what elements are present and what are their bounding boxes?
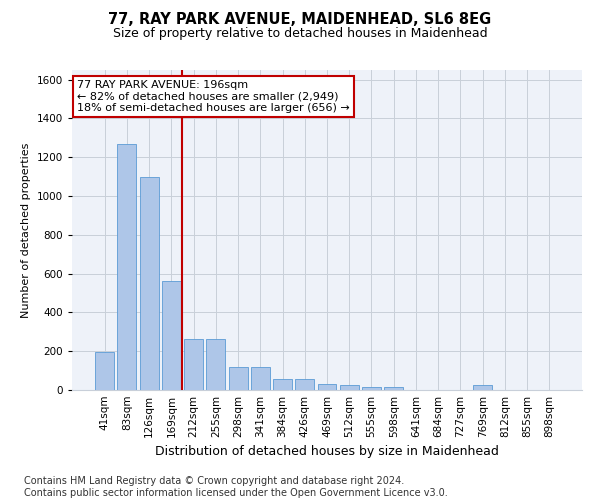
Bar	[473, 385, 492, 390]
Bar	[251, 366, 270, 390]
Bar	[384, 387, 403, 390]
Bar	[95, 352, 114, 390]
Text: Size of property relative to detached houses in Maidenhead: Size of property relative to detached ho…	[113, 28, 487, 40]
Bar	[229, 366, 248, 390]
Text: 77 RAY PARK AVENUE: 196sqm
← 82% of detached houses are smaller (2,949)
18% of s: 77 RAY PARK AVENUE: 196sqm ← 82% of deta…	[77, 80, 350, 113]
Bar	[273, 380, 292, 390]
Y-axis label: Number of detached properties: Number of detached properties	[21, 142, 31, 318]
Text: Contains HM Land Registry data © Crown copyright and database right 2024.
Contai: Contains HM Land Registry data © Crown c…	[24, 476, 448, 498]
Bar	[162, 282, 181, 390]
Bar	[317, 384, 337, 390]
Bar	[206, 338, 225, 390]
X-axis label: Distribution of detached houses by size in Maidenhead: Distribution of detached houses by size …	[155, 446, 499, 458]
Bar	[140, 176, 158, 390]
Text: 77, RAY PARK AVENUE, MAIDENHEAD, SL6 8EG: 77, RAY PARK AVENUE, MAIDENHEAD, SL6 8EG	[109, 12, 491, 28]
Bar	[362, 387, 381, 390]
Bar	[118, 144, 136, 390]
Bar	[340, 385, 359, 390]
Bar	[295, 380, 314, 390]
Bar	[184, 338, 203, 390]
